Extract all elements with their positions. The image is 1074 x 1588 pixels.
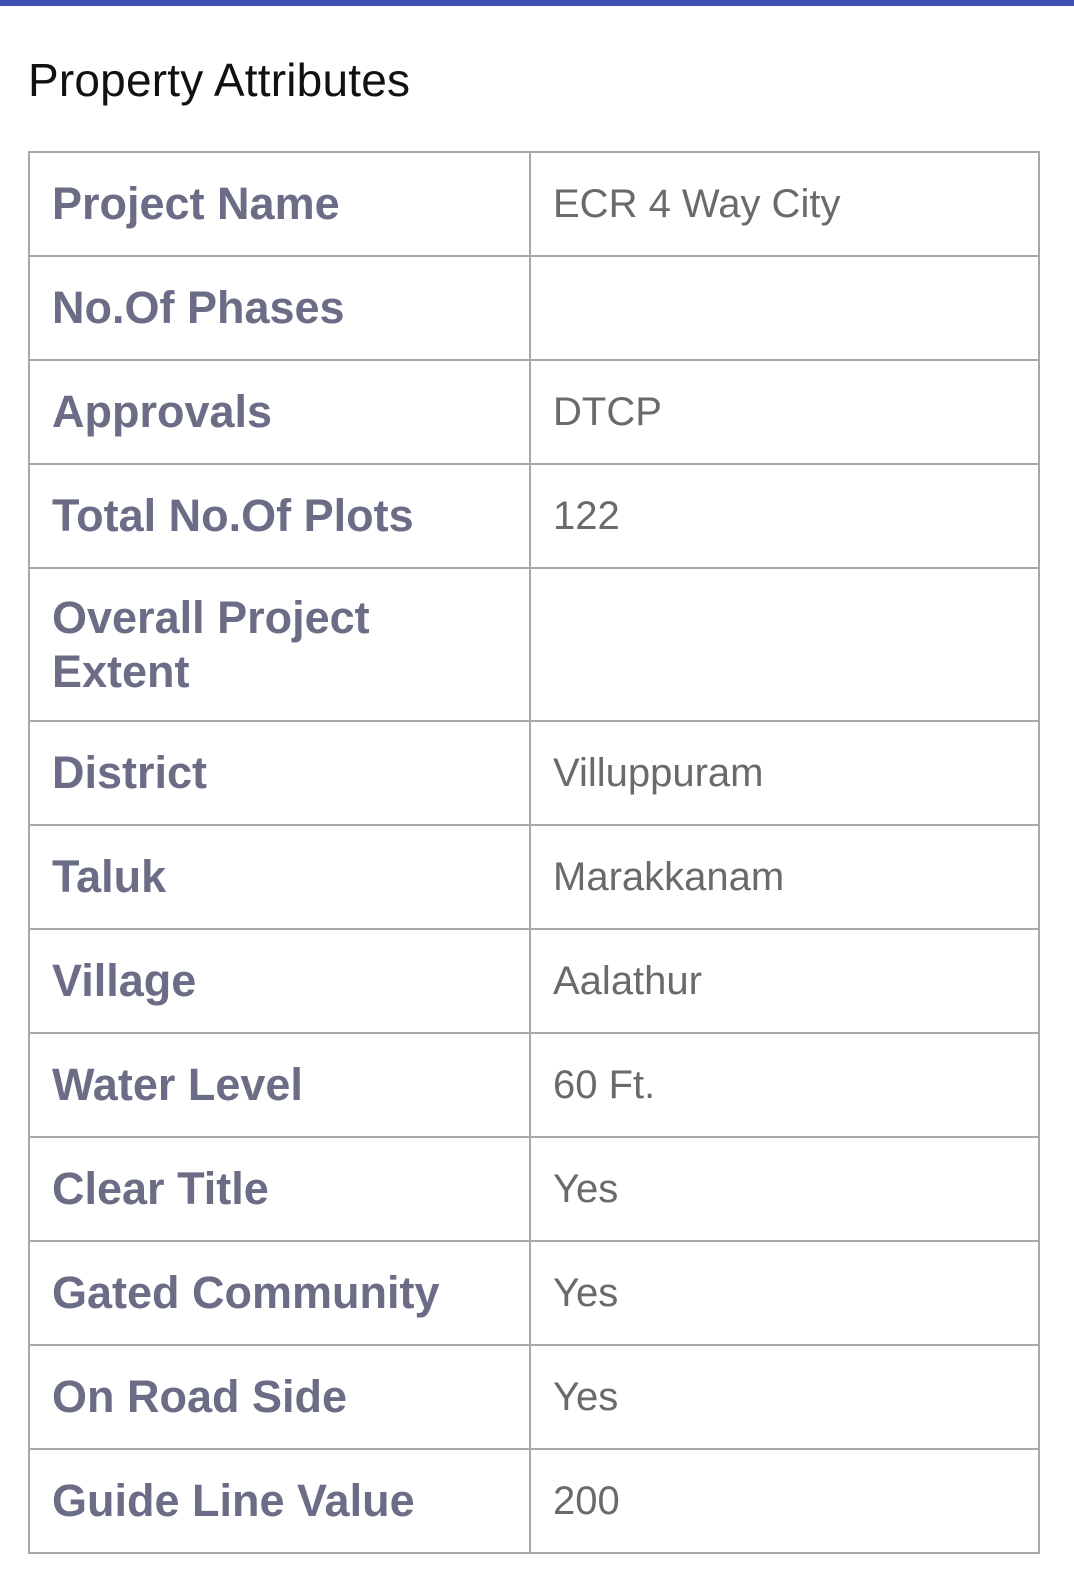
attribute-label: Clear Title xyxy=(28,1136,531,1242)
attribute-label: On Road Side xyxy=(28,1344,531,1450)
attribute-label: Village xyxy=(28,928,531,1034)
attribute-label: Water Level xyxy=(28,1032,531,1138)
attribute-label: No.Of Phases xyxy=(28,255,531,361)
table-row: Total No.Of Plots 122 xyxy=(28,463,1040,569)
attribute-value xyxy=(529,255,1040,361)
attribute-value: 60 Ft. xyxy=(529,1032,1040,1138)
attribute-value xyxy=(529,567,1040,722)
attribute-label: Gated Community xyxy=(28,1240,531,1346)
table-row: On Road Side Yes xyxy=(28,1344,1040,1450)
table-row: Clear Title Yes xyxy=(28,1136,1040,1242)
attribute-value: ECR 4 Way City xyxy=(529,151,1040,257)
table-row: Overall Project Extent xyxy=(28,567,1040,722)
attribute-label: Project Name xyxy=(28,151,531,257)
property-attributes-table: Project Name ECR 4 Way City No.Of Phases… xyxy=(28,151,1040,1554)
attribute-value: Aalathur xyxy=(529,928,1040,1034)
table-row: Water Level 60 Ft. xyxy=(28,1032,1040,1138)
table-row: Guide Line Value 200 xyxy=(28,1448,1040,1554)
attribute-label: Taluk xyxy=(28,824,531,930)
table-row: Taluk Marakkanam xyxy=(28,824,1040,930)
attribute-label: Approvals xyxy=(28,359,531,465)
table-row: District Villuppuram xyxy=(28,720,1040,826)
table-row: Village Aalathur xyxy=(28,928,1040,1034)
attribute-value: Marakkanam xyxy=(529,824,1040,930)
table-row: Gated Community Yes xyxy=(28,1240,1040,1346)
attribute-label: Overall Project Extent xyxy=(28,567,531,722)
attribute-value: DTCP xyxy=(529,359,1040,465)
attribute-value: Yes xyxy=(529,1136,1040,1242)
attribute-value: 122 xyxy=(529,463,1040,569)
attribute-label: Guide Line Value xyxy=(28,1448,531,1554)
table-row: Project Name ECR 4 Way City xyxy=(28,151,1040,257)
attribute-label: District xyxy=(28,720,531,826)
top-accent-bar xyxy=(0,0,1074,6)
table-row: No.Of Phases xyxy=(28,255,1040,361)
attribute-value: Yes xyxy=(529,1240,1040,1346)
attribute-value: Villuppuram xyxy=(529,720,1040,826)
attribute-value: Yes xyxy=(529,1344,1040,1450)
attribute-value: 200 xyxy=(529,1448,1040,1554)
table-row: Approvals DTCP xyxy=(28,359,1040,465)
section-title: Property Attributes xyxy=(28,54,411,106)
attribute-label: Total No.Of Plots xyxy=(28,463,531,569)
